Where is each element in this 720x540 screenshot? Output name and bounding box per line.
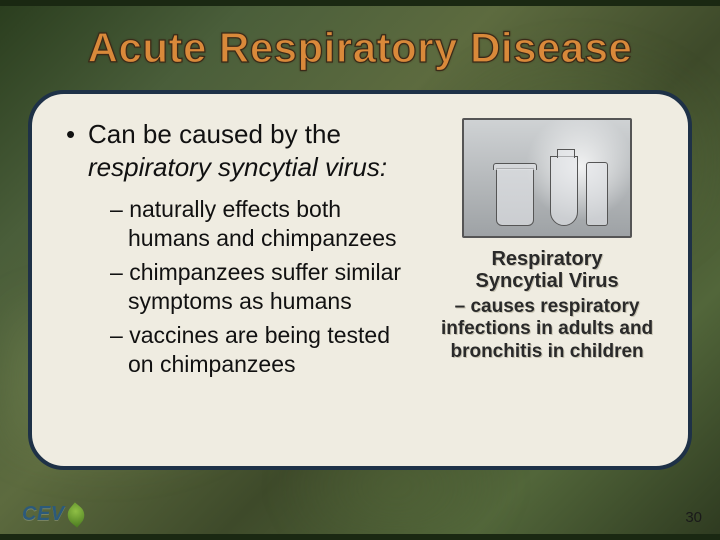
beaker-icon [496, 168, 534, 226]
main-bullet: Can be caused by the respiratory syncyti… [66, 118, 416, 183]
content-card: Can be caused by the respiratory syncyti… [28, 90, 692, 470]
side-heading-line1: Respiratory [491, 248, 602, 270]
sub-bullet: chimpanzees suffer similar symptoms as h… [110, 258, 416, 317]
side-heading: Respiratory Syncytial Virus [476, 248, 619, 292]
side-image [462, 118, 632, 238]
testtube-icon [586, 162, 608, 226]
page-number: 30 [685, 509, 702, 526]
logo: CEV [22, 503, 85, 526]
main-bullet-emphasis: respiratory syncytial virus: [88, 152, 387, 182]
sub-bullet: naturally effects both humans and chimpa… [110, 195, 416, 254]
slide-title: Acute Respiratory Disease [0, 24, 720, 72]
flask-icon [550, 156, 578, 226]
slide: Acute Respiratory Disease Can be caused … [0, 0, 720, 540]
right-column: Respiratory Syncytial Virus – causes res… [434, 112, 660, 448]
main-bullet-prefix: Can be caused by the [88, 119, 341, 149]
sub-bullet: vaccines are being tested on chimpanzees [110, 321, 416, 380]
leaf-icon [63, 502, 88, 527]
logo-text: CEV [22, 503, 65, 526]
side-body: – causes respiratory infections in adult… [434, 296, 660, 363]
left-column: Can be caused by the respiratory syncyti… [66, 112, 416, 448]
side-heading-line2: Syncytial Virus [476, 270, 619, 292]
sub-bullet-list: naturally effects both humans and chimpa… [66, 195, 416, 380]
